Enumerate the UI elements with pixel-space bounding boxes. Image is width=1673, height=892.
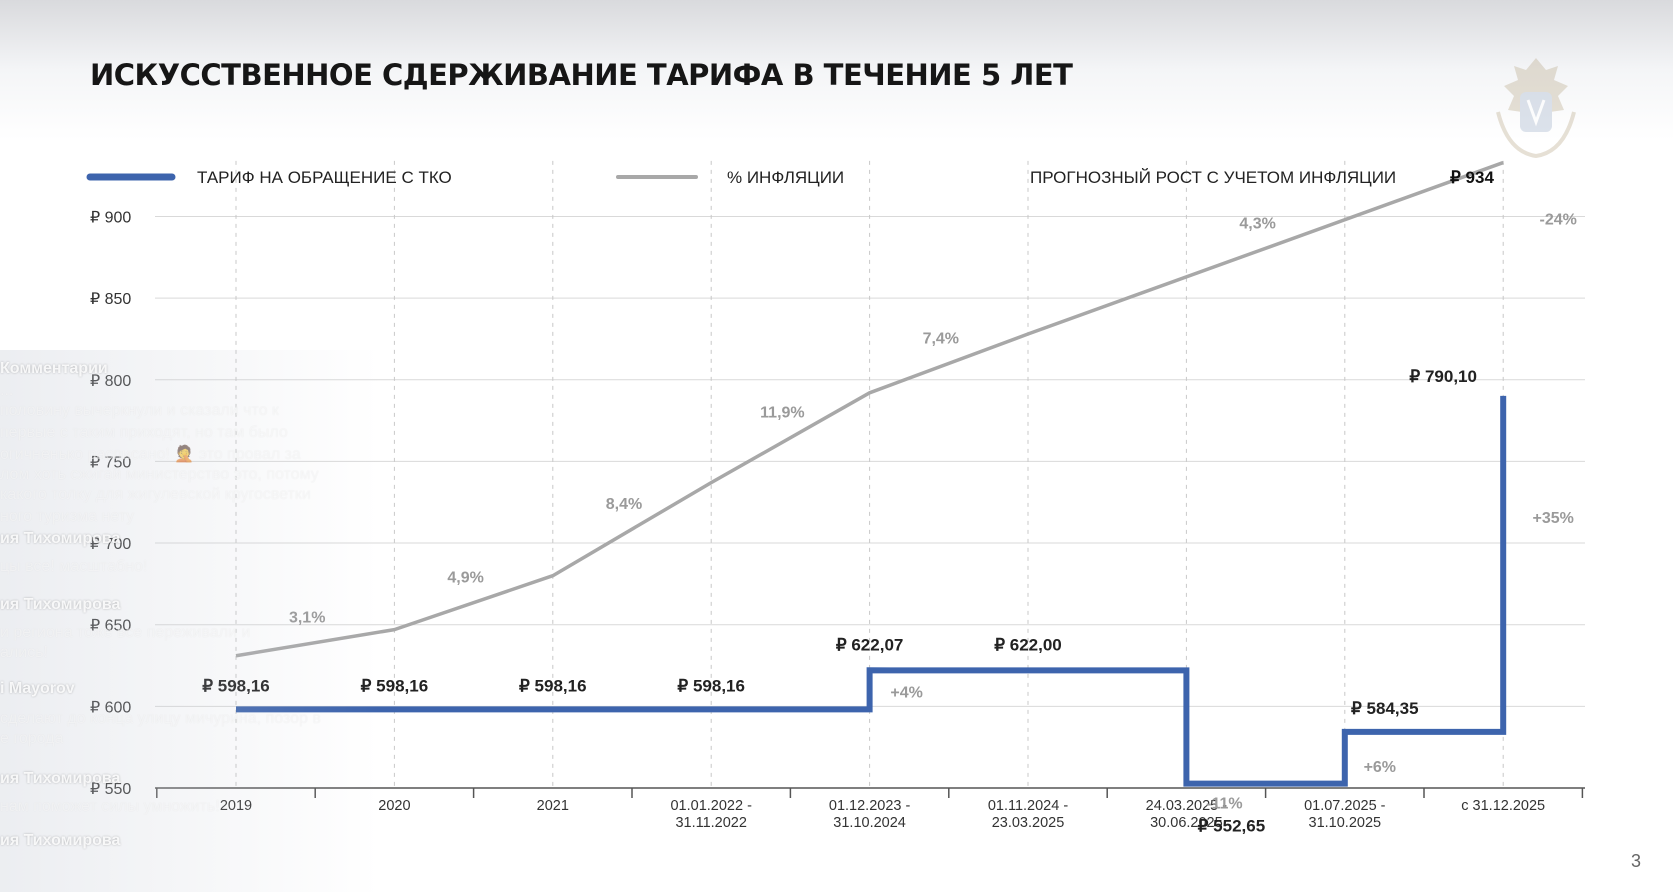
x-tick-label: 2021: [537, 798, 569, 814]
tariff-line: [236, 395, 1507, 787]
slide-title: ИСКУССТВЕННОЕ СДЕРЖИВАНИЕ ТАРИФА В ТЕЧЕН…: [90, 58, 1073, 92]
x-tick-label: 31.10.2024: [833, 815, 906, 831]
x-tick-label: 01.01.2022 -: [670, 798, 752, 814]
tariff-value-label: ₽ 622,07: [836, 635, 904, 654]
y-tick-label: ₽ 750: [90, 454, 131, 471]
inflation-label: 11,9%: [760, 405, 804, 422]
page-number: 3: [1630, 851, 1641, 871]
tariff-value-label: ₽ 790,10: [1409, 367, 1477, 386]
legend-inflation-label: % ИНФЛЯЦИИ: [727, 168, 844, 187]
x-tick-label: с 31.12.2025: [1461, 798, 1545, 814]
tariff-value-label: ₽ 598,16: [361, 676, 429, 695]
y-tick-label: ₽ 700: [90, 536, 131, 553]
inflation-label: 4,9%: [447, 570, 483, 587]
tariff-value-label: ₽ 598,16: [519, 676, 587, 695]
tariff-change-label: +6%: [1364, 759, 1396, 776]
inflation-line: [235, 160, 1504, 658]
tariff-series: ₽ 598,16 ₽ 598,16 ₽ 598,16 ₽ 598,16 ₽ 622,07…: [202, 367, 1574, 836]
tariff-change-label: +35%: [1533, 510, 1574, 527]
x-tick-label: 24.03.2025 -: [1146, 798, 1228, 814]
x-tick-label: 2020: [378, 798, 410, 814]
legend-forecast-value: ₽ 934: [1450, 168, 1494, 187]
x-tick-label: 31.11.2022: [675, 815, 747, 831]
x-tick-label: 30.06.2025: [1150, 815, 1223, 831]
tariff-value-label: ₽ 584,35: [1351, 699, 1419, 718]
y-tick-label: ₽ 900: [90, 209, 131, 226]
tariff-value-label: ₽ 598,16: [677, 676, 745, 695]
x-tick-label: 2019: [220, 798, 252, 814]
tariff-change-label: -11%: [1206, 796, 1242, 813]
x-tick-label: 01.11.2024 -: [988, 798, 1069, 814]
x-tick-label: 31.10.2025: [1309, 815, 1382, 831]
x-tick-label: 01.12.2023 -: [829, 798, 911, 814]
inflation-label: 4,3%: [1239, 215, 1275, 232]
chat-overlay-shade: [0, 350, 380, 892]
tariff-change-label: +4%: [890, 684, 922, 701]
tariff-value-label: ₽ 622,00: [994, 635, 1062, 654]
inflation-gap-label: -24%: [1540, 212, 1577, 229]
inflation-label: 8,4%: [606, 496, 642, 513]
coat-of-arms-icon: [1496, 58, 1576, 159]
y-tick-label: ₽ 600: [90, 699, 131, 716]
x-axis: 2019 2020 2021 01.01.2022 -31.11.2022 01.12.…: [155, 787, 1585, 831]
y-tick-label: ₽ 800: [90, 373, 131, 390]
y-tick-label: ₽ 650: [90, 618, 131, 635]
inflation-series: 3,1% 4,9% 8,4% 11,9% 7,4% 4,3% -24%: [235, 160, 1577, 658]
y-tick-label: ₽ 850: [90, 291, 131, 308]
tariff-value-label: ₽ 552,65: [1198, 817, 1266, 836]
y-axis: ₽ 550 ₽ 600 ₽ 650 ₽ 700 ₽ 750 ₽ 800 ₽ 850 ₽ 900: [90, 209, 131, 798]
inflation-label: 7,4%: [923, 330, 959, 347]
y-tick-label: ₽ 550: [90, 781, 131, 798]
tariff-value-label: ₽ 598,16: [202, 676, 270, 695]
inflation-label: 3,1%: [289, 610, 325, 627]
x-tick-label: 01.07.2025 -: [1304, 798, 1386, 814]
legend-forecast-label: ПРОГНОЗНЫЙ РОСТ С УЧЕТОМ ИНФЛЯЦИИ: [1030, 168, 1396, 187]
x-tick-label: 23.03.2025: [992, 815, 1065, 831]
legend-tariff-label: ТАРИФ НА ОБРАЩЕНИЕ С ТКО: [197, 168, 452, 187]
chart-legend: ТАРИФ НА ОБРАЩЕНИЕ С ТКО % ИНФЛЯЦИИ ПРОГ…: [86, 168, 1494, 187]
